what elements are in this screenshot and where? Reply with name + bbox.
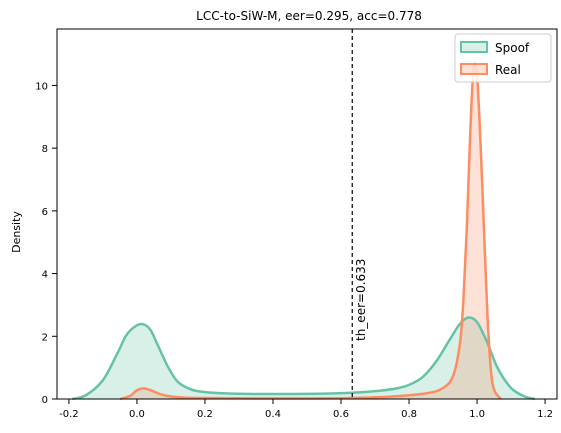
x-tick-label: 0.2 bbox=[197, 409, 213, 420]
real-density-line bbox=[119, 60, 502, 401]
spoof-legend-swatch bbox=[460, 41, 488, 53]
plot-area: th_eer=0.633 -0.2 0.0 0.2 0.4 0.6 0.8 1.0 1.2 0 2 4… bbox=[35, 28, 558, 420]
chart-title: LCC-to-SiW-M, eer=0.295, acc=0.778 bbox=[196, 9, 422, 23]
real-legend-label: Real bbox=[495, 63, 521, 77]
y-tick-label: 6 bbox=[42, 207, 48, 218]
x-tick-label: 1.0 bbox=[469, 409, 485, 420]
real-density-fill bbox=[119, 62, 501, 399]
x-tick-label: 1.2 bbox=[537, 409, 553, 420]
x-tick-label: -0.2 bbox=[59, 409, 79, 420]
y-tick-label: 10 bbox=[35, 81, 48, 92]
x-tick-label: 0.8 bbox=[401, 409, 417, 420]
x-tick-label: 0.6 bbox=[333, 409, 349, 420]
spoof-legend-label: Spoof bbox=[495, 41, 530, 55]
y-tick-label: 2 bbox=[42, 332, 48, 343]
y-tick-label: 0 bbox=[42, 395, 48, 406]
y-tick-label: 8 bbox=[42, 144, 48, 155]
y-axis-label: Density bbox=[10, 211, 23, 253]
plot-frame bbox=[56, 28, 558, 400]
legend-box bbox=[454, 33, 552, 83]
spoof-density-fill bbox=[72, 317, 535, 399]
y-tick-label: 4 bbox=[42, 270, 48, 281]
x-tick-label: 0.4 bbox=[265, 409, 281, 420]
spoof-density-line bbox=[71, 316, 536, 401]
x-tick-label: 0.0 bbox=[129, 409, 145, 420]
threshold-label: th_eer=0.633 bbox=[354, 259, 368, 341]
real-legend-swatch bbox=[460, 63, 488, 75]
